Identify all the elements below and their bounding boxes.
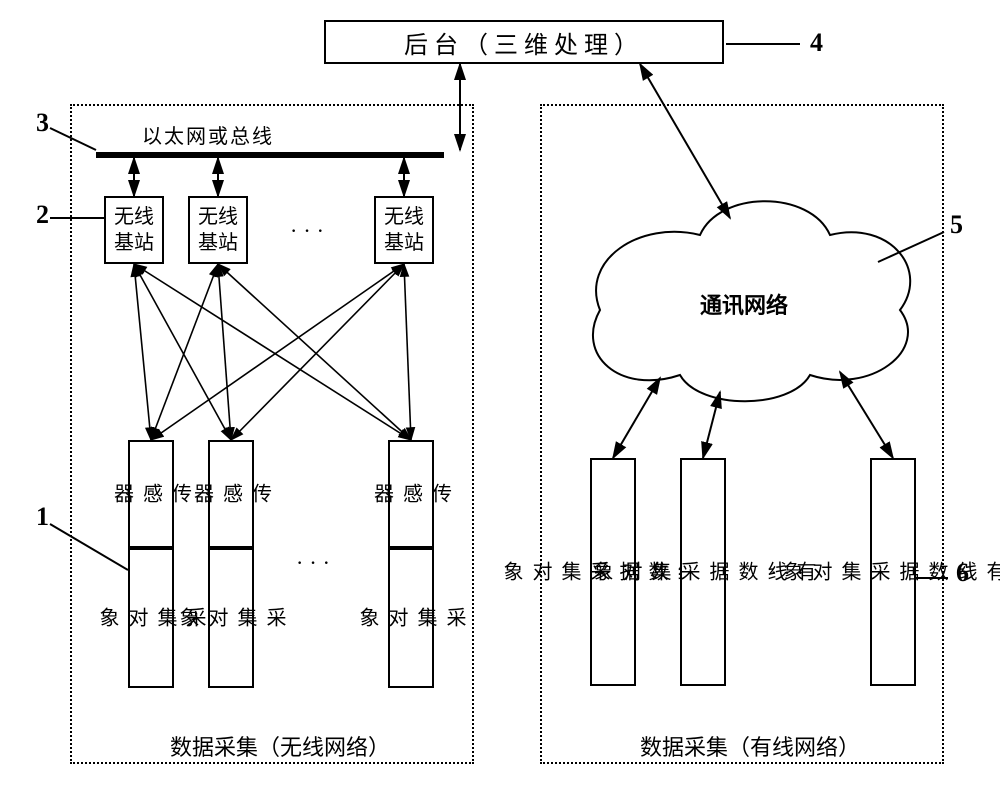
cloud-label: 通讯网络 bbox=[700, 288, 788, 320]
diagram-root: 后台（三维处理） 以太网或总线 无线 基站 无线 基站 无线 基站 ··· 传 … bbox=[0, 0, 1000, 801]
wired-target-3: 有 线 数 据 采 集 对 象 bbox=[870, 458, 916, 686]
ellipsis-bs: ··· bbox=[290, 218, 330, 244]
base-station-2: 无线 基站 bbox=[188, 196, 248, 264]
callout-5: 5 bbox=[950, 210, 963, 240]
sensor-label: 传 感 器 bbox=[108, 483, 195, 505]
wireless-caption: 数据采集（无线网络） bbox=[170, 730, 390, 762]
target-3: 采 集 对 象 bbox=[388, 548, 434, 688]
bus-label: 以太网或总线 bbox=[142, 120, 274, 149]
wired-caption: 数据采集（有线网络） bbox=[640, 730, 860, 762]
callout-6: 6 bbox=[956, 558, 969, 588]
target-2: 采 集 对 象 bbox=[208, 548, 254, 688]
base-station-label: 无线 基站 bbox=[198, 204, 238, 256]
callout-4: 4 bbox=[810, 28, 823, 58]
target-1: 采 集 对 象 bbox=[128, 548, 174, 688]
sensor-2: 传 感 器 bbox=[208, 440, 254, 548]
base-station-label: 无线 基站 bbox=[384, 204, 424, 256]
callout-2: 2 bbox=[36, 200, 49, 230]
ellipsis-sensors: ··· bbox=[296, 550, 336, 576]
base-station-3: 无线 基站 bbox=[374, 196, 434, 264]
callout-3: 3 bbox=[36, 108, 49, 138]
target-label: 采 集 对 象 bbox=[353, 607, 469, 629]
bus-line bbox=[96, 152, 444, 158]
backend-box: 后台（三维处理） bbox=[324, 20, 724, 64]
backend-label: 后台（三维处理） bbox=[404, 25, 644, 60]
sensor-1: 传 感 器 bbox=[128, 440, 174, 548]
base-station-1: 无线 基站 bbox=[104, 196, 164, 264]
target-label: 采 集 对 象 bbox=[173, 607, 289, 629]
base-station-label: 无线 基站 bbox=[114, 204, 154, 256]
sensor-label: 传 感 器 bbox=[188, 483, 275, 505]
sensor-3: 传 感 器 bbox=[388, 440, 434, 548]
ellipsis-wired: ··· bbox=[770, 560, 810, 586]
wired-target-2: 有 线 数 据 采 集 对 象 bbox=[680, 458, 726, 686]
sensor-label: 传 感 器 bbox=[368, 483, 455, 505]
callout-1: 1 bbox=[36, 502, 49, 532]
